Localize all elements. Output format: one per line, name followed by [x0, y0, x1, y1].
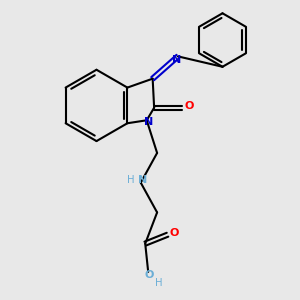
Text: N: N	[172, 55, 181, 65]
Text: O: O	[145, 270, 154, 280]
Text: N: N	[144, 117, 153, 127]
Text: H: H	[127, 175, 134, 185]
Text: O: O	[184, 101, 194, 111]
Text: O: O	[169, 228, 179, 238]
Text: H: H	[155, 278, 162, 288]
Text: N: N	[138, 175, 147, 185]
